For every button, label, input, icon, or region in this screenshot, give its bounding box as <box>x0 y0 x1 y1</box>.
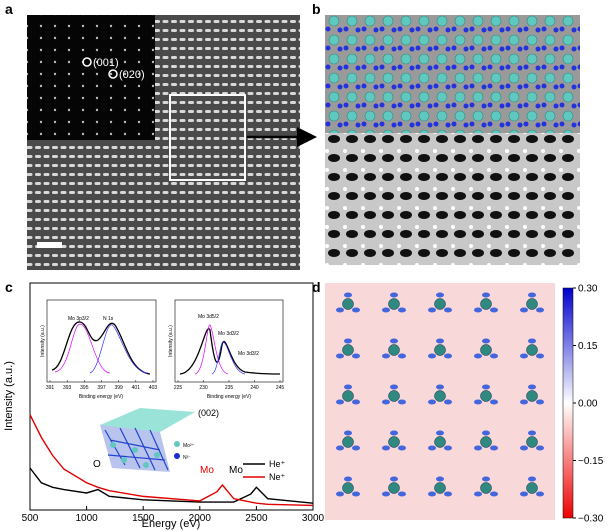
inset-tick-label: 399 <box>114 385 123 391</box>
annotation: (002) <box>198 408 219 418</box>
colorbar-tick-label: −0.30 <box>578 514 604 525</box>
annotation: Mo <box>200 465 214 476</box>
inset-fit <box>211 341 246 375</box>
x-tick-label: 500 <box>22 513 39 524</box>
series-line <box>29 467 314 504</box>
inset-tick-label: 401 <box>132 385 141 391</box>
scale-bar <box>37 242 62 248</box>
x-tick-label: 3000 <box>302 513 325 524</box>
inset-tick-label: 240 <box>250 385 259 391</box>
inset-tick-label: 395 <box>80 385 89 391</box>
inset-tick-label: 225 <box>174 385 183 391</box>
inset-curve <box>51 321 151 375</box>
spectrum-chart: Energy (eV) Intensity (a.u.) O Mo Mo Mo … <box>3 282 325 530</box>
inset-fit <box>89 324 149 374</box>
colorbar-tick-label: 0.00 <box>578 399 598 410</box>
inset-fit <box>194 324 229 375</box>
peak-label: Mo 3d3/2 <box>218 331 239 337</box>
inset-fit <box>54 323 111 374</box>
atom-overlay <box>325 15 580 133</box>
spot-label: (001) <box>93 57 119 69</box>
inset-frame <box>174 299 284 383</box>
inset-x-label: Binding energy (eV) <box>79 394 124 400</box>
inset-y-label: Intensity (a.u.) <box>40 325 46 357</box>
inset-y-label: Intensity (a.u.) <box>168 325 174 357</box>
x-tick-label: 2000 <box>189 513 212 524</box>
inset-tick-label: 235 <box>225 385 234 391</box>
panel-label: b <box>312 1 321 17</box>
colorbar-tick-label: −0.15 <box>578 456 604 467</box>
legend-label: Ne⁺ <box>269 472 286 482</box>
x-tick-label: 1500 <box>132 513 155 524</box>
annotation: O <box>93 459 101 470</box>
x-axis-label: Energy (eV) <box>142 518 201 530</box>
zoom-box <box>169 94 246 181</box>
plot-frame <box>29 282 314 511</box>
inset-tick-label: 391 <box>46 385 55 391</box>
peak-label: Mo 3p3/2 <box>68 316 89 322</box>
peak-label: Mo 3d5/2 <box>198 314 219 320</box>
inset-tick-label: 397 <box>97 385 106 391</box>
spot-marker <box>82 57 92 67</box>
spot-marker <box>108 69 118 79</box>
x-tick-label: 2500 <box>245 513 268 524</box>
elf-map <box>325 283 555 520</box>
inset-curve <box>179 328 281 375</box>
inset-x-label: Binding energy (eV) <box>207 394 252 400</box>
crystal-structure <box>100 408 195 472</box>
structure-legend: Mo²⁺ <box>183 443 195 449</box>
inset-tick-label: 245 <box>276 385 285 391</box>
peak-label: Mo 3d3/2 <box>238 351 259 357</box>
spot-label: (020) <box>119 69 145 81</box>
panel-label: d <box>312 279 321 295</box>
panel-label: c <box>5 279 13 295</box>
peak-label: N 1s <box>103 316 114 322</box>
colorbar <box>562 287 574 519</box>
y-axis-label: Intensity (a.u.) <box>3 361 15 431</box>
inset-tick-label: 230 <box>199 385 208 391</box>
x-tick-label: 1000 <box>75 513 98 524</box>
legend-label: He⁺ <box>269 459 286 469</box>
inset-tick-label: 403 <box>149 385 158 391</box>
colorbar-tick-label: 0.15 <box>578 341 598 352</box>
annotation: Mo <box>229 465 243 476</box>
inset-tick-label: 393 <box>63 385 72 391</box>
panel-label: a <box>5 1 13 17</box>
colorbar-tick-label: 0.30 <box>578 284 598 295</box>
structure-legend: N³⁻ <box>183 455 191 461</box>
series-line <box>29 414 314 507</box>
diffraction-spots <box>27 15 155 140</box>
